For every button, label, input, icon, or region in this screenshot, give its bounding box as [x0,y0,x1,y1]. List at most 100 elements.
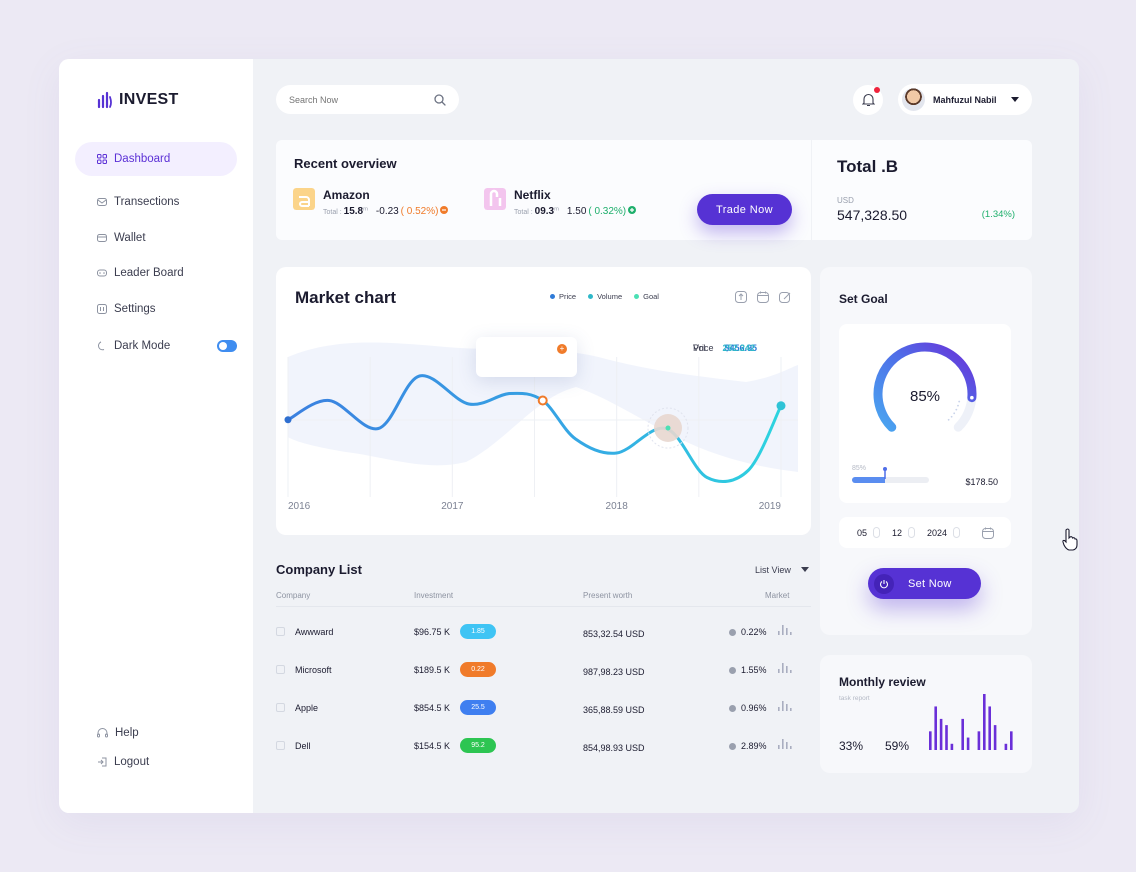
mini-bar [790,632,792,635]
x-tick-label: 2018 [606,501,629,512]
investment-badge: 0.22 [460,662,496,677]
sidebar-item-label: Settings [114,303,156,315]
logo[interactable]: INVEST [97,91,179,109]
data-point-end[interactable] [776,401,786,411]
sidebar-item-label: Wallet [114,232,146,244]
goal-gauge-card: 85% 85% $178.50 [839,324,1011,503]
calendar-icon[interactable] [982,527,995,539]
search-input[interactable] [289,94,419,105]
edit-icon[interactable] [779,291,791,303]
table-row[interactable]: Dell $154.5 K 95.2 854,98.93 USD 2.89% [276,736,811,756]
review-bar [966,737,970,750]
gauge-tick-dot [950,415,953,418]
tooltip-vol-label: Vol [693,343,706,353]
set-now-button[interactable]: Set Now [868,568,981,599]
calendar-icon[interactable] [757,291,769,303]
help-link[interactable]: Help [97,727,139,739]
stock-netflix[interactable]: Netflix Total : 09.3m 1.50 ( 0.32%) [484,188,637,217]
notification-dot [874,87,880,93]
upload-icon[interactable] [735,291,747,303]
row-checkbox[interactable] [276,627,285,636]
mini-bar [790,670,792,673]
data-point-start[interactable] [284,416,292,424]
goal-date-picker: 05 12 2024 [839,517,1011,548]
goal-marker-ring [647,407,689,449]
date-year[interactable]: 2024 [927,527,948,538]
help-label: Help [115,727,139,739]
company-name: Apple [295,703,319,713]
market-value: 0.22% [741,627,767,637]
mail-icon [97,198,107,206]
user-menu[interactable]: Mahfuzul Nabil [898,84,1032,115]
legend-price[interactable]: Price [550,292,576,301]
col-investment: Investment [414,591,454,600]
review-bar [993,725,997,750]
list-view-dropdown[interactable]: List View [755,565,809,575]
settings-icon [97,304,107,314]
overview-title: Recent overview [294,156,397,171]
trade-now-button[interactable]: Trade Now [697,194,792,225]
sidebar-item-transections[interactable]: Transections [75,185,237,219]
mini-bar [778,631,780,635]
logout-link[interactable]: Logout [97,756,149,768]
total-label: Total : [323,209,342,216]
stock-total: Total : 09.3m 1.50 ( 0.32%) [514,206,637,217]
power-icon [874,573,894,594]
legend-goal[interactable]: Goal [634,292,659,301]
date-day[interactable]: 05 [857,527,868,538]
company-market: 2.89% [729,741,767,751]
investment-badge: 1.85 [460,624,496,639]
sidebar: INVEST Dashboard Transections Wallet Lea… [59,59,253,813]
company-list-title: Company List [276,562,362,577]
market-mini-chart [778,739,792,749]
set-goal-card: Set Goal 85% 85% $178.50 0 [820,267,1032,635]
dark-mode-toggle[interactable] [217,340,237,352]
row-checkbox[interactable] [276,703,285,712]
moon-icon [97,341,105,351]
investment-badge: 25.5 [460,700,496,715]
mini-bar [790,746,792,749]
market-value: 2.89% [741,741,767,751]
goal-title: Set Goal [839,292,888,306]
notification-button[interactable] [853,85,883,115]
slider-handle[interactable] [883,467,888,479]
sidebar-item-settings[interactable]: Settings [75,292,237,326]
day-stepper[interactable] [873,527,881,538]
row-checkbox[interactable] [276,741,285,750]
market-mini-chart [778,663,792,673]
table-row[interactable]: Apple $854.5 K 25.5 365,88.59 USD 0.96% [276,698,811,718]
review-bar [961,718,964,750]
date-month[interactable]: 12 [892,527,903,538]
stock-pct: ( 0.52%) [400,206,439,217]
search-icon[interactable] [434,93,446,106]
data-point-selected[interactable] [537,395,548,406]
year-stepper[interactable] [953,527,961,538]
gauge-tick-dot [953,412,956,415]
goal-percent: 85% [909,388,941,405]
market-dot-icon [729,742,736,750]
sidebar-item-dashboard[interactable]: Dashboard [75,142,237,176]
sidebar-item-leader-board[interactable]: Leader Board [75,256,237,290]
stock-pct: ( 0.32%) [588,206,627,217]
tooltip-plus-icon[interactable]: + [557,344,567,354]
total-value: 09.3 [534,206,555,217]
chart-legend: Price Volume Goal [550,292,659,301]
netflix-logo-icon [484,188,506,210]
total-unit: m [363,206,368,213]
row-checkbox[interactable] [276,665,285,674]
table-row[interactable]: Microsoft $189.5 K 0.22 987,98.23 USD 1.55% [276,660,811,680]
company-worth: 854,98.93 USD [583,743,645,753]
wallet-icon [97,234,107,242]
sidebar-item-wallet[interactable]: Wallet [75,221,237,255]
goal-slider[interactable] [852,477,929,483]
stock-amazon[interactable]: Amazon Total : 15.8m -0.23 ( 0.52%) [293,188,449,217]
gauge-tick-dot [958,400,961,403]
mini-bar [778,745,780,749]
legend-volume[interactable]: Volume [588,292,622,301]
x-tick-label: 2019 [759,501,782,512]
month-stepper[interactable] [908,527,916,538]
company-market: 1.55% [729,665,767,675]
table-row[interactable]: Awwward $96.75 K 1.85 853,32.54 USD 0.22% [276,622,811,642]
review-subtitle: task report [839,695,870,702]
plus-circle-icon [628,206,637,214]
